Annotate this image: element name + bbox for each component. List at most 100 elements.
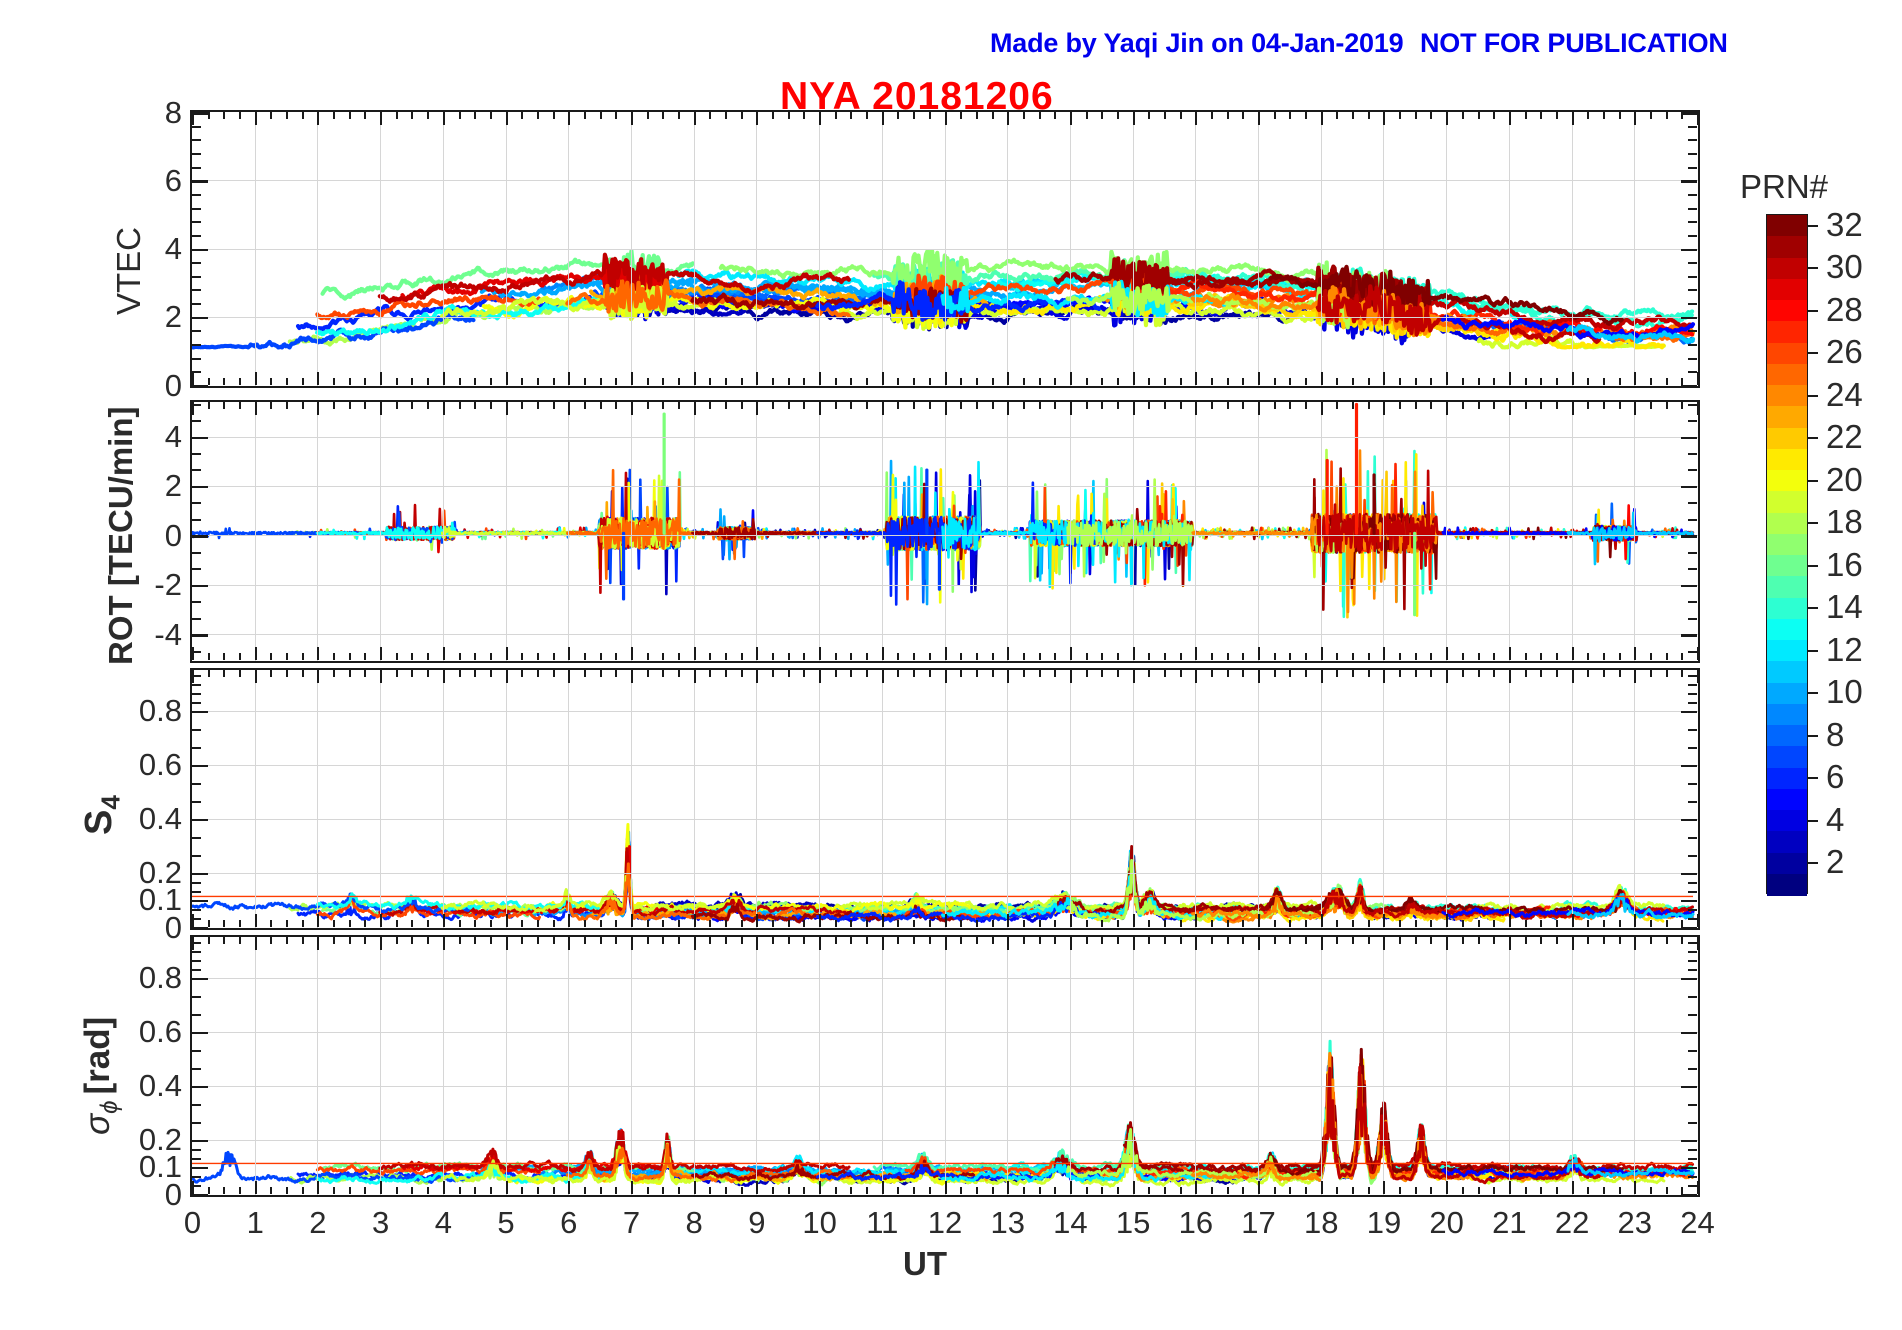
- tick-x-top: [1038, 402, 1041, 409]
- tick-x-top: [881, 937, 884, 950]
- tick-x-bottom: [662, 653, 665, 660]
- tick-x-bottom: [317, 372, 320, 385]
- tick-x-bottom: [1054, 920, 1057, 927]
- axis-tick-label-x: 15: [1115, 1205, 1151, 1240]
- gridline-vertical: [442, 670, 444, 928]
- tick-x-top: [1258, 112, 1261, 125]
- tick-x-bottom: [772, 378, 775, 385]
- gridline-vertical: [1571, 402, 1573, 661]
- tick-x-bottom: [1587, 1187, 1590, 1194]
- tick-y-minor: [1688, 1013, 1697, 1016]
- tick-x-bottom: [489, 653, 492, 660]
- tick-x-top: [395, 937, 398, 944]
- axis-tick-label-x: 13: [990, 1205, 1025, 1240]
- tick-x-top: [1493, 937, 1496, 944]
- tick-y-minor: [1688, 782, 1697, 785]
- colorbar-tick: [1808, 692, 1818, 695]
- tick-x-top: [1179, 402, 1182, 409]
- tick-x-top: [395, 670, 398, 677]
- tick-x-top: [536, 112, 539, 119]
- tick-x-top: [1085, 402, 1088, 409]
- tick-x-top: [709, 670, 712, 677]
- tick-x-bottom: [364, 920, 367, 927]
- tick-y-minor: [1688, 941, 1697, 944]
- tick-x-bottom: [380, 372, 383, 385]
- tick-x-bottom: [1148, 920, 1151, 927]
- axis-tick-label-y: 0.4: [138, 1068, 182, 1104]
- tick-x-top: [1461, 670, 1464, 677]
- tick-x-top: [1367, 402, 1370, 409]
- tick-x-bottom: [897, 378, 900, 385]
- tick-x-bottom: [1038, 653, 1041, 660]
- tick-x-top: [1649, 937, 1652, 944]
- tick-x-top: [1085, 937, 1088, 944]
- tick-x-top: [1461, 937, 1464, 944]
- tick-x-top: [662, 937, 665, 944]
- tick-x-bottom: [975, 378, 978, 385]
- tick-x-bottom: [1649, 1187, 1652, 1194]
- tick-x-top: [630, 112, 633, 125]
- tick-x-bottom: [1430, 1187, 1433, 1194]
- colorbar-segment: [1767, 363, 1807, 386]
- tick-x-bottom: [709, 920, 712, 927]
- tick-y-minor: [1688, 968, 1697, 971]
- axis-tick-label-x: 22: [1554, 1205, 1590, 1240]
- gridline-vertical: [1132, 670, 1134, 928]
- tick-x-bottom: [1383, 1181, 1386, 1194]
- tick-x-bottom: [913, 1187, 916, 1194]
- tick-x-top: [286, 402, 289, 409]
- gridline-vertical: [505, 937, 507, 1195]
- colorbar-segment: [1767, 703, 1807, 726]
- tick-y-major: [192, 818, 208, 822]
- tick-x-top: [552, 670, 555, 677]
- tick-x-top: [442, 937, 445, 950]
- gridline-vertical: [630, 937, 632, 1195]
- tick-x-bottom: [568, 914, 571, 927]
- tick-x-bottom: [207, 653, 210, 660]
- tick-x-bottom: [1352, 1187, 1355, 1194]
- data-series-line: [1181, 1057, 1694, 1177]
- tick-x-bottom: [662, 920, 665, 927]
- tick-x-top: [1226, 937, 1229, 944]
- tick-x-top: [223, 112, 226, 119]
- tick-x-bottom: [458, 1187, 461, 1194]
- tick-y-major: [192, 634, 208, 637]
- tick-x-top: [1022, 937, 1025, 944]
- tick-x-top: [568, 937, 571, 950]
- tick-y-minor: [192, 1067, 201, 1070]
- colorbar-segment: [1767, 512, 1807, 535]
- gridline-vertical: [944, 402, 946, 661]
- tick-x-top: [944, 112, 947, 125]
- tick-x-bottom: [1524, 920, 1527, 927]
- data-series-line: [1054, 1073, 1333, 1176]
- gridline-horizontal: [192, 316, 1698, 318]
- tick-x-bottom: [1116, 378, 1119, 385]
- tick-x-bottom: [866, 1187, 869, 1194]
- tick-x-top: [1446, 112, 1449, 125]
- tick-x-bottom: [1367, 653, 1370, 660]
- tick-y-minor: [192, 701, 201, 704]
- tick-x-bottom: [1540, 920, 1543, 927]
- tick-x-bottom: [599, 920, 602, 927]
- tick-x-top: [1681, 937, 1684, 944]
- tick-x-bottom: [1320, 372, 1323, 385]
- tick-x-top: [583, 402, 586, 409]
- tick-x-top: [1289, 670, 1292, 677]
- made-by-annotation: Made by Yaqi Jin on 04-Jan-2019: [990, 28, 1404, 58]
- not-for-publication-annotation: NOT FOR PUBLICATION: [1420, 28, 1728, 58]
- gridline-vertical: [1195, 402, 1197, 661]
- tick-y-minor: [192, 303, 201, 306]
- tick-x-top: [1069, 112, 1072, 125]
- tick-x-top: [1116, 402, 1119, 409]
- tick-x-top: [991, 937, 994, 944]
- tick-y-minor: [192, 854, 201, 857]
- axis-tick-label-y: 0.2: [138, 1122, 182, 1158]
- tick-y-minor: [1688, 959, 1697, 962]
- tick-x-top: [536, 937, 539, 944]
- tick-x-bottom: [834, 920, 837, 927]
- tick-x-bottom: [192, 1181, 194, 1194]
- tick-x-top: [458, 112, 461, 119]
- tick-x-bottom: [1665, 653, 1668, 660]
- tick-x-top: [834, 402, 837, 409]
- tick-y-major: [192, 710, 208, 714]
